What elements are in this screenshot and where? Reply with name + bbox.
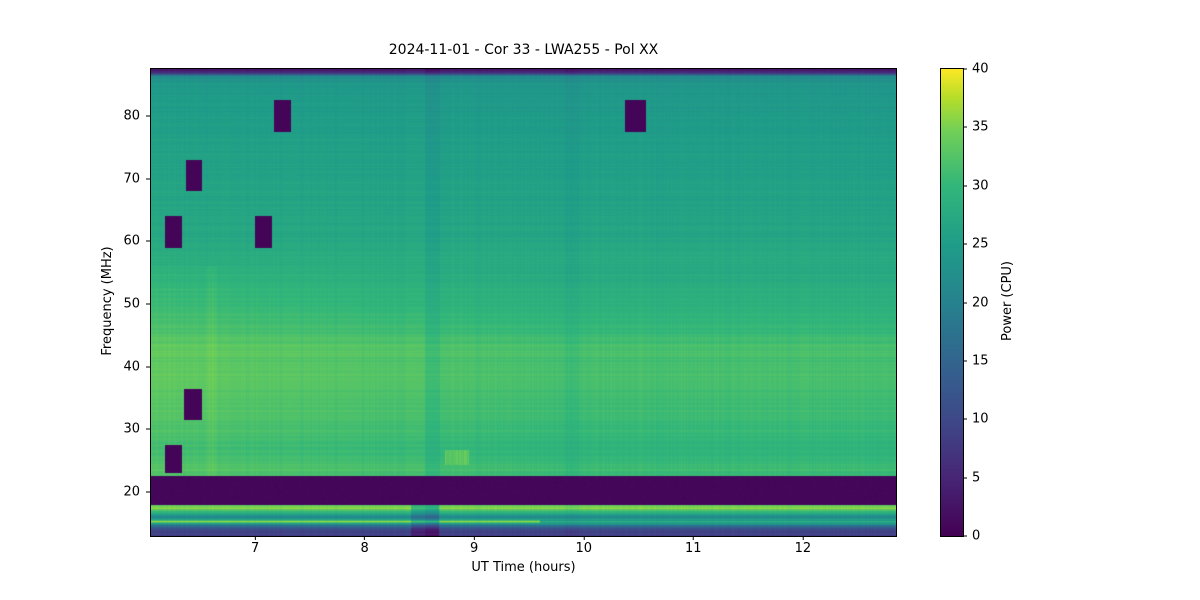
plot-area (150, 68, 897, 537)
y-tick-label: 60 (123, 233, 140, 249)
x-tick-8: 8 (360, 536, 369, 556)
colorbar-tick-10: 10 (963, 412, 989, 427)
y-tick-label: 70 (123, 171, 140, 187)
y-tick-label: 40 (123, 359, 140, 375)
colorbar-label: Power (CPU) (1000, 260, 1015, 342)
y-tick-label: 80 (123, 108, 140, 124)
colorbar-tick-20: 20 (963, 295, 989, 310)
chart-title: 2024-11-01 - Cor 33 - LWA255 - Pol XX (388, 42, 659, 58)
x-tick-label: 8 (360, 541, 369, 556)
y-tick-70: 70 (0, 171, 150, 186)
y-tick-label: 30 (123, 421, 140, 437)
colorbar-tick-5: 5 (963, 470, 980, 485)
colorbar-tick-label: 5 (972, 470, 981, 486)
colorbar-tick-30: 30 (963, 178, 989, 193)
x-tick-label: 10 (575, 541, 593, 556)
x-tick-label: 7 (250, 541, 260, 556)
x-tick-label: 11 (685, 541, 702, 556)
x-tick-9: 9 (470, 536, 478, 556)
x-axis-label: UT Time (hours) (471, 560, 576, 575)
colorbar-tick-15: 15 (963, 353, 989, 368)
colorbar-tick-label: 15 (972, 353, 989, 369)
x-tick-12: 12 (794, 536, 812, 556)
y-tick-label: 50 (123, 296, 140, 312)
colorbar-tick-40: 40 (963, 62, 989, 77)
y-tick-30: 30 (0, 422, 150, 437)
x-tick-label: 12 (794, 541, 812, 556)
colorbar-tick-label: 35 (972, 119, 989, 135)
colorbar-tick-label: 25 (972, 236, 989, 252)
x-tick-11: 11 (685, 536, 702, 556)
colorbar (940, 68, 964, 537)
y-tick-60: 60 (0, 234, 150, 249)
colorbar-tick-label: 10 (972, 411, 989, 427)
colorbar-tick-35: 35 (963, 120, 989, 135)
colorbar-tick-25: 25 (963, 237, 989, 252)
x-tick-7: 7 (251, 536, 259, 556)
colorbar-tick-label: 20 (972, 295, 989, 310)
colorbar-gradient (941, 69, 963, 536)
y-tick-50: 50 (0, 297, 150, 312)
colorbar-tick-label: 30 (972, 178, 989, 194)
colorbar-tick-0: 0 (963, 529, 980, 544)
colorbar-tick-label: 0 (972, 528, 981, 544)
spectrogram-heatmap (151, 69, 896, 536)
y-tick-20: 20 (0, 485, 150, 500)
y-tick-80: 80 (0, 109, 150, 124)
y-tick-label: 20 (123, 484, 140, 500)
y-tick-40: 40 (0, 359, 150, 374)
x-tick-label: 9 (470, 541, 479, 556)
x-tick-10: 10 (575, 536, 592, 556)
colorbar-tick-label: 40 (972, 61, 989, 77)
